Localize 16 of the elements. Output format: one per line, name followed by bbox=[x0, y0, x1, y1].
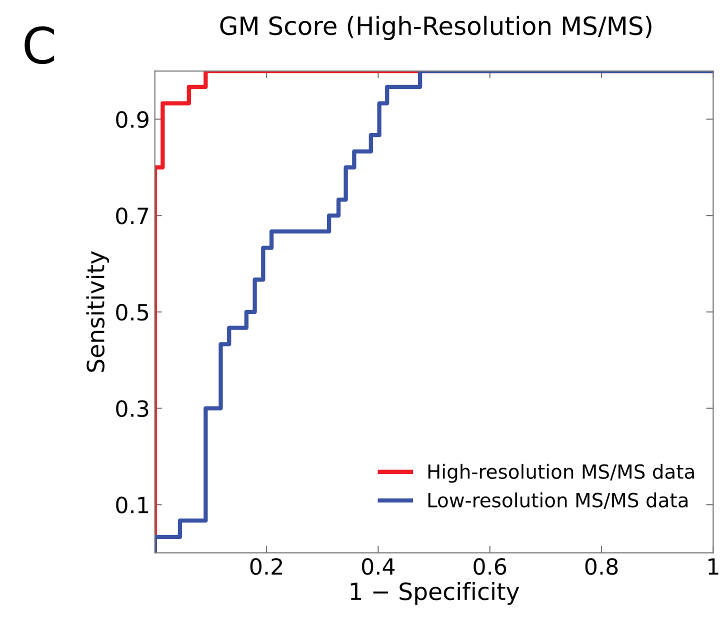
x-tick-label: 1 bbox=[708, 558, 718, 575]
x-tick-label: 0.8 bbox=[585, 558, 618, 575]
y-tick-label: 0.1 bbox=[116, 496, 148, 514]
x-tick-label: 0.6 bbox=[474, 558, 506, 575]
y-tick-label: 0.3 bbox=[116, 400, 148, 418]
x-tick-label: 0.4 bbox=[362, 558, 395, 575]
legend-label: High-resolution MS/MS data bbox=[428, 464, 694, 483]
x-tick-label: 0.2 bbox=[250, 558, 282, 575]
legend-label: Low-resolution MS/MS data bbox=[428, 492, 688, 510]
text: C bbox=[24, 26, 54, 64]
y-tick-label: 0.7 bbox=[116, 208, 148, 224]
y-tick-label: 0.9 bbox=[116, 111, 148, 128]
y-tick-label: 0.5 bbox=[116, 304, 148, 321]
y-axis-title: Sensitivity bbox=[86, 251, 110, 372]
x-axis-title: 1 − Specificity bbox=[350, 582, 520, 605]
chart-title: GM Score (High-Resolution MS/MS) bbox=[220, 16, 652, 40]
